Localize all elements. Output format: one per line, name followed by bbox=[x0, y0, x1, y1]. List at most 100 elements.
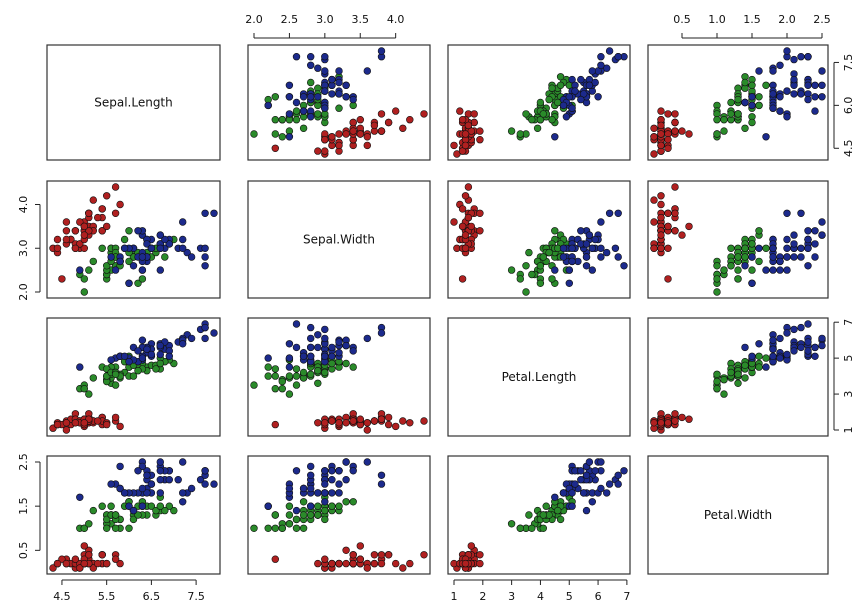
point-g2-p10-r3-c1 bbox=[335, 480, 343, 488]
point-g1-p29-r0-c2 bbox=[522, 110, 530, 118]
panel-3-3 bbox=[647, 455, 829, 575]
point-g0-p48-r1-c2 bbox=[464, 213, 473, 222]
point-g0-p25-r1-c0 bbox=[80, 244, 89, 253]
point-g1-p34-r0-c3 bbox=[748, 118, 756, 127]
point-g2-p31-r3-c2 bbox=[605, 480, 614, 488]
point-g2-p9-r1-c0 bbox=[179, 218, 187, 226]
point-g1-p39-r0-c2 bbox=[536, 115, 545, 124]
point-g1-p49-r3-c0 bbox=[111, 511, 120, 519]
point-g1-p22-r1-c3 bbox=[748, 266, 756, 274]
point-g2-p17-r3-c2 bbox=[614, 471, 622, 479]
point-g1-p35-r2-c3 bbox=[755, 363, 763, 371]
point-g1-p28-r3-c1 bbox=[314, 502, 322, 510]
point-g2-p17-r1-c2 bbox=[614, 209, 622, 218]
point-g1-p42-r2-c1 bbox=[292, 372, 301, 380]
point-g2-p7-r0-c1 bbox=[314, 64, 322, 72]
point-g2-p42-r3-c1 bbox=[299, 484, 308, 493]
point-g1-p45-r1-c3 bbox=[727, 244, 735, 253]
point-g2-p3-r2-c1 bbox=[314, 343, 322, 352]
left-tick-label-1-1: 3.0 bbox=[17, 240, 30, 258]
right-tick-label-0-0: 4.5 bbox=[842, 140, 855, 158]
point-g2-p37-r2-c0 bbox=[143, 345, 151, 353]
point-g0-p15-r0-c3 bbox=[671, 110, 679, 118]
point-g0-p34-r3-c1 bbox=[328, 559, 336, 568]
point-g1-p41-r3-c2 bbox=[553, 506, 562, 515]
point-g2-p29-r0-c3 bbox=[755, 67, 763, 75]
point-g0-p43-r2-c1 bbox=[356, 415, 364, 423]
point-g2-p42-r1-c2 bbox=[568, 257, 576, 266]
left-tick-label-3-1: 1.5 bbox=[17, 497, 30, 514]
point-g2-p19-r1-c2 bbox=[565, 279, 573, 287]
point-g2-p30-r3-c1 bbox=[307, 484, 315, 493]
point-g0-p31-r2-c3 bbox=[671, 417, 679, 425]
point-g2-p44-r1-c2 bbox=[585, 231, 594, 239]
point-g0-p36-r0-c2 bbox=[458, 115, 467, 124]
point-g2-p30-r3-c2 bbox=[597, 484, 605, 493]
point-g2-p29-r0-c1 bbox=[321, 67, 329, 75]
point-g1-p18-r1-c0 bbox=[134, 279, 142, 287]
point-g0-p49-r3-c0 bbox=[80, 559, 89, 568]
point-g2-p29-r1-c0 bbox=[179, 244, 187, 253]
point-g2-p5-r0-c3 bbox=[790, 55, 798, 64]
point-g0-p22-r2-c1 bbox=[363, 426, 371, 434]
point-g1-p27-r2-c3 bbox=[762, 354, 770, 362]
point-g2-p19-r0-c1 bbox=[264, 101, 272, 110]
point-g2-p34-r1-c3 bbox=[741, 262, 749, 270]
point-g2-p34-r2-c3 bbox=[741, 343, 749, 352]
point-g2-p31-r2-c1 bbox=[377, 329, 386, 337]
point-g2-p42-r0-c1 bbox=[299, 107, 308, 115]
point-g2-p22-r0-c1 bbox=[307, 52, 315, 61]
point-g1-p39-r3-c1 bbox=[285, 511, 294, 519]
point-g2-p44-r2-c3 bbox=[818, 341, 826, 350]
bottom-tick-label-2-4: 5 bbox=[566, 590, 573, 603]
point-g2-p15-r0-c1 bbox=[335, 90, 343, 98]
point-g2-p47-r0-c3 bbox=[783, 87, 791, 95]
point-g0-p32-r0-c1 bbox=[399, 124, 407, 133]
point-g0-p45-r1-c0 bbox=[71, 244, 80, 253]
point-g2-p39-r0-c3 bbox=[790, 75, 798, 84]
point-g2-p38-r3-c2 bbox=[559, 489, 568, 497]
point-g2-p30-r0-c3 bbox=[776, 61, 784, 70]
point-g1-p21-r0-c2 bbox=[536, 98, 545, 107]
point-g2-p36-r1-c3 bbox=[811, 227, 819, 235]
point-g2-p35-r1-c2 bbox=[597, 244, 605, 253]
point-g1-p10-r1-c2 bbox=[522, 288, 530, 296]
point-g1-p31-r2-c3 bbox=[713, 377, 721, 386]
point-g2-p14-r3-c1 bbox=[307, 462, 315, 471]
point-g0-p36-r1-c0 bbox=[102, 222, 111, 231]
point-g0-p15-r1-c0 bbox=[111, 183, 120, 191]
point-g0-p32-r2-c1 bbox=[399, 417, 407, 425]
point-g2-p33-r0-c1 bbox=[307, 93, 315, 101]
point-g2-p25-r0-c1 bbox=[335, 67, 343, 75]
point-g2-p6-r2-c3 bbox=[762, 363, 770, 371]
point-g1-p48-r3-c2 bbox=[507, 520, 516, 528]
diagonal-labels: Sepal.Length Sepal.Width Petal.Length Pe… bbox=[94, 96, 772, 523]
point-g2-p29-r2-c0 bbox=[179, 340, 187, 348]
point-g2-p3-r0-c1 bbox=[314, 93, 322, 101]
point-g1-p48-r2-c3 bbox=[720, 390, 728, 398]
point-g1-p23-r3-c0 bbox=[129, 515, 138, 524]
point-g1-p23-r3-c2 bbox=[556, 515, 565, 524]
point-g2-p44-r3-c2 bbox=[585, 458, 594, 466]
point-g2-p28-r1-c3 bbox=[790, 253, 798, 261]
point-g0-p18-r3-c0 bbox=[111, 555, 120, 563]
point-g0-p44-r2-c3 bbox=[671, 410, 679, 418]
point-g1-p44-r2-c1 bbox=[299, 368, 308, 377]
point-g2-p18-r1-c0 bbox=[201, 262, 209, 270]
point-g2-p21-r3-c0 bbox=[107, 480, 115, 488]
point-g2-p8-r3-c0 bbox=[156, 489, 165, 497]
point-g0-p14-r1-c0 bbox=[116, 200, 124, 209]
point-g0-p32-r3-c0 bbox=[89, 564, 98, 572]
point-g0-p13-r0-c2 bbox=[453, 150, 461, 158]
point-g0-p40-r1-c2 bbox=[458, 222, 467, 231]
point-g0-p42-r2-c0 bbox=[53, 420, 62, 429]
point-g2-p37-r0-c3 bbox=[769, 90, 777, 98]
point-g2-p35-r0-c2 bbox=[597, 52, 605, 61]
point-g1-p20-r1-c0 bbox=[120, 235, 129, 244]
point-g1-p31-r3-c2 bbox=[528, 524, 536, 532]
point-g2-p18-r1-c3 bbox=[804, 262, 812, 270]
point-g0-p42-r1-c0 bbox=[53, 235, 62, 244]
point-g0-p48-r0-c1 bbox=[370, 121, 379, 130]
point-g2-p34-r0-c1 bbox=[292, 98, 301, 107]
point-g0-p38-r1-c0 bbox=[53, 244, 62, 253]
